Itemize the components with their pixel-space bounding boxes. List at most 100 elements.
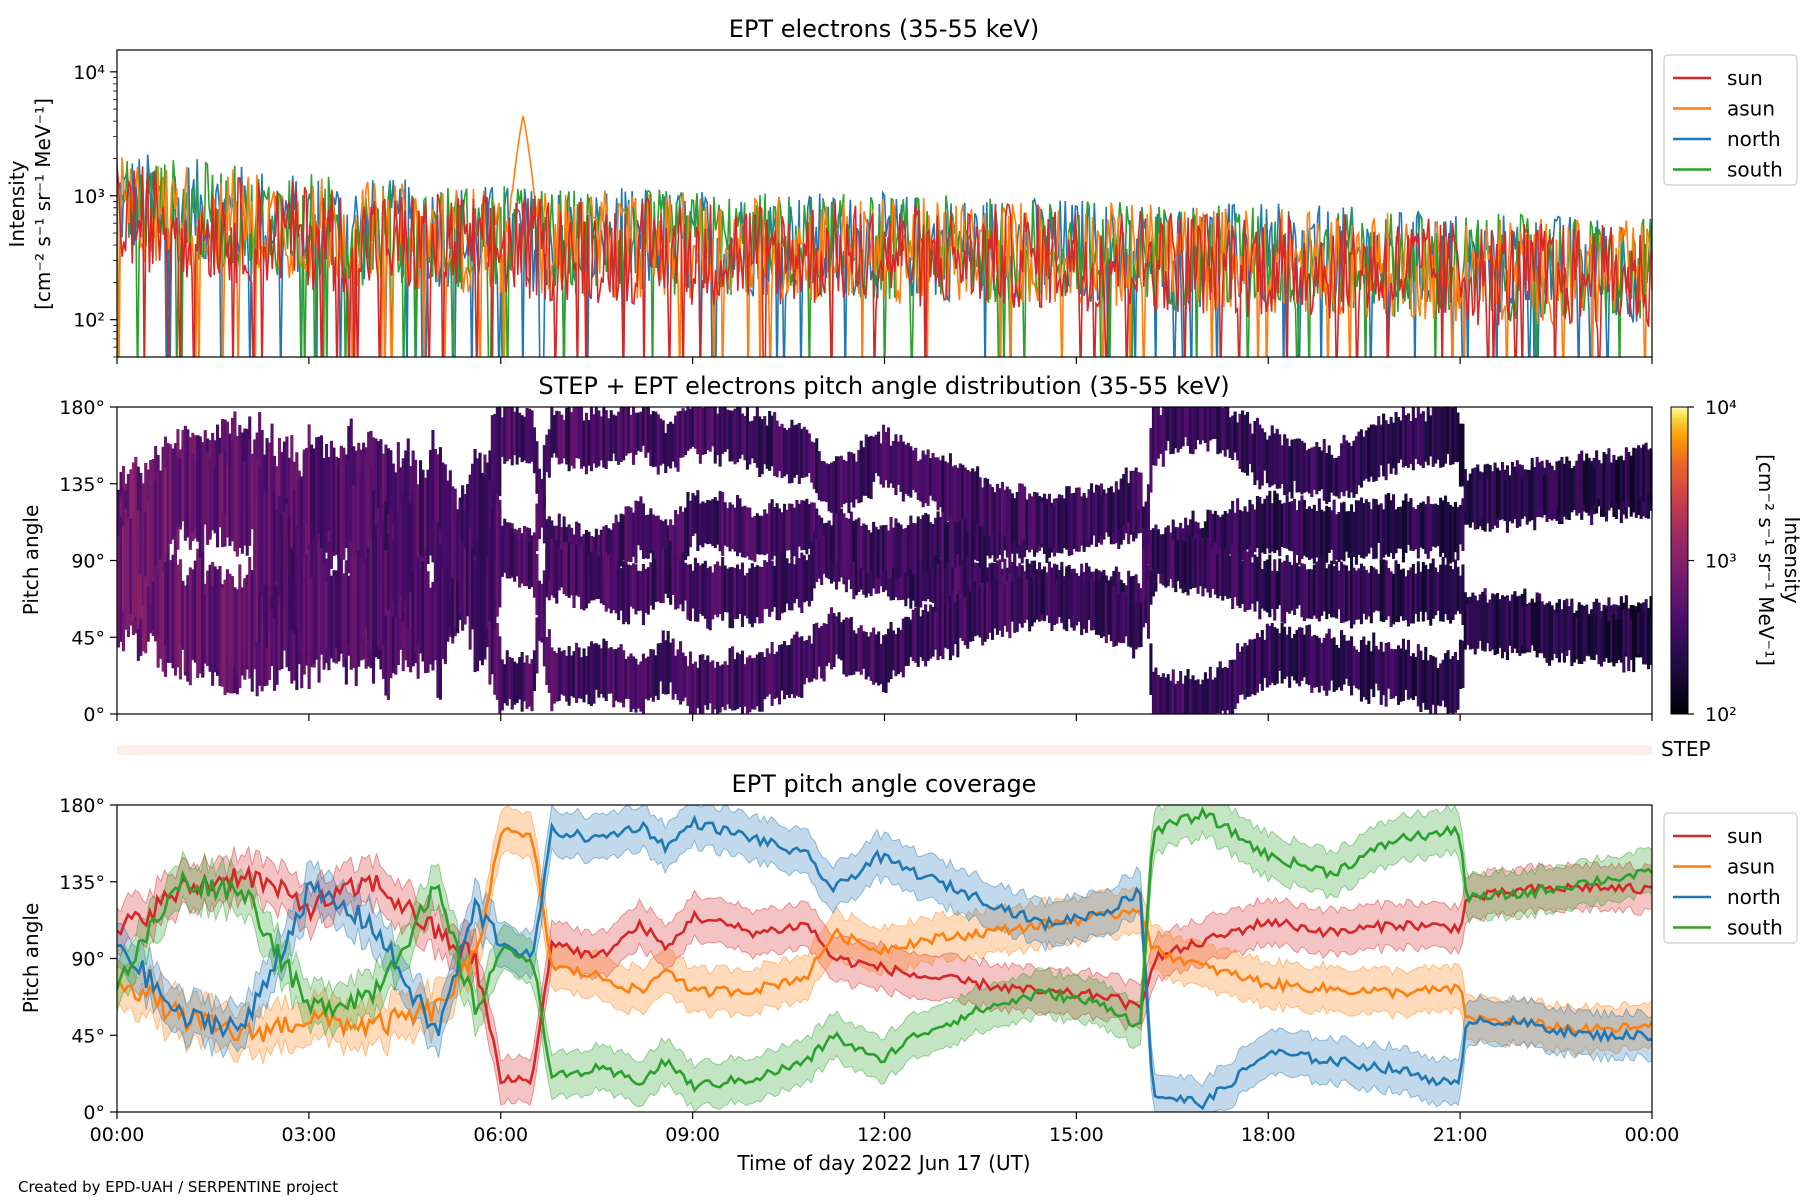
heatmap-cell: [213, 566, 217, 673]
heatmap-cell: [867, 436, 871, 499]
heatmap-cell: [1117, 593, 1121, 643]
heatmap-cell: [852, 453, 856, 508]
heatmap-cell: [1090, 483, 1094, 545]
heatmap-cell: [216, 452, 220, 548]
heatmap-cell: [498, 636, 502, 714]
heatmap-cell: [1463, 610, 1467, 650]
heatmap-cell: [211, 432, 215, 531]
heatmap-cell: [307, 549, 311, 678]
heatmap-cell: [1510, 596, 1514, 643]
x-tick-label: 21:00: [1433, 1124, 1488, 1146]
series-line-south: [117, 806, 1652, 1093]
heatmap-cell: [656, 414, 660, 475]
heatmap-cell: [337, 458, 341, 560]
heatmap-cell: [1347, 511, 1351, 558]
heatmap-cell: [968, 591, 972, 642]
heatmap-cell: [1248, 423, 1252, 464]
heatmap-cell: [934, 457, 938, 502]
heatmap-cell: [713, 564, 717, 615]
heatmap-cell: [372, 538, 376, 668]
heatmap-cell: [728, 567, 732, 629]
heatmap-cell: [327, 542, 331, 668]
heatmap-cell: [1369, 424, 1373, 477]
heatmap-cell: [582, 648, 586, 703]
heatmap-cell: [1263, 432, 1267, 471]
heatmap-cell: [325, 444, 329, 553]
heatmap-cell: [691, 570, 695, 609]
heatmap-cell: [478, 552, 482, 661]
heatmap-cell: [1003, 584, 1007, 626]
heatmap-cell: [602, 407, 606, 468]
heatmap-cell: [1607, 448, 1611, 511]
heatmap-cell: [703, 660, 707, 706]
heatmap-cell: [317, 539, 321, 670]
heatmap-cell: [800, 552, 804, 613]
heatmap-cell: [1033, 573, 1037, 618]
heatmap-cell: [597, 644, 601, 698]
heatmap-cell: [1258, 424, 1262, 490]
heatmap-cell: [466, 542, 470, 617]
heatmap-cell: [1439, 564, 1443, 622]
heatmap-cell: [258, 468, 262, 592]
heatmap-cell: [1431, 504, 1435, 547]
heatmap-cell: [961, 594, 965, 641]
heatmap-cell: [1335, 514, 1339, 560]
heatmap-cell: [716, 661, 720, 714]
heatmap-cell: [146, 502, 150, 586]
heatmap-cell: [1122, 591, 1126, 644]
heatmap-cell: [248, 440, 252, 546]
heatmap-cell: [1528, 602, 1532, 653]
heatmap-cell: [203, 430, 207, 525]
heatmap-cell: [542, 495, 546, 544]
heatmap-cell: [1409, 656, 1413, 699]
heatmap-cell: [1020, 483, 1024, 543]
heatmap-cell: [381, 520, 385, 646]
heatmap-cell: [1169, 407, 1173, 455]
heatmap-cell: [750, 517, 754, 561]
heatmap-cell: [790, 503, 794, 560]
heatmap-cell: [936, 556, 940, 606]
heatmap-cell: [629, 414, 633, 453]
heatmap-cell: [1350, 446, 1354, 493]
heatmap-cell: [1471, 468, 1475, 523]
heatmap-cell: [931, 558, 935, 603]
heatmap-cell: [951, 590, 955, 656]
heatmap-cell: [1109, 578, 1113, 642]
heatmap-cell: [780, 551, 784, 614]
heatmap-cell: [1320, 642, 1324, 686]
heatmap-cell: [1293, 634, 1297, 681]
heatmap-cell: [339, 446, 343, 571]
heatmap-cell: [1278, 633, 1282, 671]
heatmap-cell: [844, 617, 848, 677]
heatmap-cell: [1634, 609, 1638, 658]
heatmap-cell: [443, 548, 447, 661]
heatmap-cell: [461, 541, 465, 631]
heatmap-cell: [243, 578, 247, 680]
heatmap-cell: [622, 514, 626, 561]
heatmap-cell: [842, 619, 846, 675]
heatmap-cell: [1421, 659, 1425, 703]
heatmap-cell: [1399, 569, 1403, 617]
heatmap-cell: [1280, 562, 1284, 622]
heatmap-cell: [1030, 578, 1034, 627]
heatmap-cell: [884, 525, 888, 571]
heatmap-cell: [820, 523, 824, 585]
heatmap-cell: [1142, 569, 1146, 628]
heatmap-cell: [416, 484, 420, 558]
heatmap-cell: [349, 455, 353, 581]
heatmap-cell: [1538, 462, 1542, 517]
heatmap-cell: [1010, 493, 1014, 545]
heatmap-cell: [560, 651, 564, 695]
heatmap-cell: [347, 575, 351, 646]
heatmap-cell: [1288, 501, 1292, 551]
heatmap-cell: [872, 521, 876, 579]
heatmap-cell: [1530, 598, 1534, 646]
heatmap-cell: [394, 472, 398, 548]
heatmap-cell: [916, 461, 920, 500]
heatmap-cell: [758, 652, 762, 712]
heatmap-cell: [738, 654, 742, 708]
heatmap-cell: [973, 471, 977, 519]
heatmap-cell: [817, 627, 821, 667]
heatmap-cell: [329, 442, 333, 558]
heatmap-cell: [1268, 625, 1272, 686]
